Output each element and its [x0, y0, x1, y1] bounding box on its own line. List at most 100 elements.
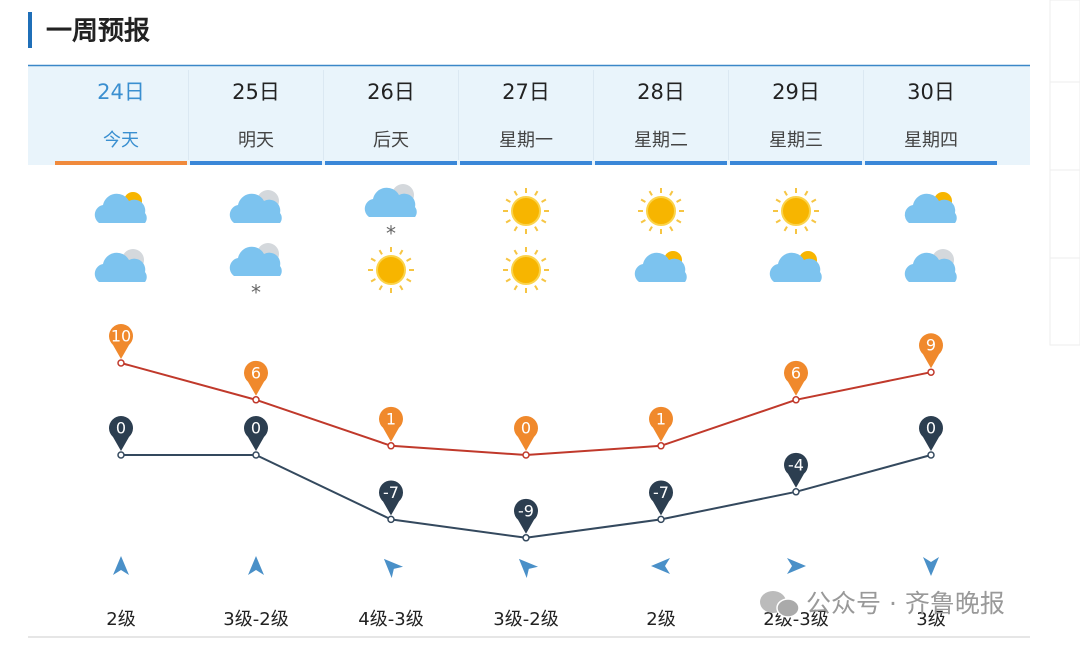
- temp-label: 1: [656, 409, 666, 428]
- weather-icon: [904, 249, 957, 282]
- sun-ray: [804, 226, 809, 232]
- sun-ray: [513, 249, 518, 255]
- tab-underline: [460, 161, 592, 165]
- weather-icon: [503, 188, 549, 234]
- sun-ray: [775, 198, 781, 203]
- temp-label: 10: [111, 327, 131, 346]
- temp-label: 0: [521, 419, 531, 438]
- temp-label: 0: [926, 419, 936, 438]
- sun-ray: [370, 278, 376, 283]
- sun: [376, 255, 406, 285]
- date: 25日: [232, 80, 280, 104]
- temp-pin: [109, 324, 134, 359]
- sun-ray: [648, 226, 653, 232]
- sun: [781, 196, 811, 226]
- temp-pin: [918, 416, 943, 451]
- sun-ray: [541, 219, 547, 224]
- weather-icon: [638, 188, 684, 234]
- sun-ray: [513, 190, 518, 196]
- temp-pin: [514, 498, 539, 534]
- temp-point: [927, 451, 935, 459]
- sun-ray: [505, 219, 511, 224]
- sun-ray: [378, 249, 383, 255]
- sun: [511, 255, 541, 285]
- snow: *: [251, 281, 261, 305]
- weather-icon: [94, 249, 147, 282]
- temp-label: 0: [116, 419, 126, 438]
- temp-point: [657, 515, 665, 524]
- temp-label: 6: [251, 363, 261, 382]
- cloud: [94, 193, 147, 223]
- sun-ray: [378, 285, 383, 291]
- temp-point: [792, 396, 800, 404]
- temp-pin: [379, 406, 404, 442]
- sun-ray: [648, 190, 653, 196]
- sun-ray: [406, 257, 412, 262]
- sun-ray: [534, 249, 539, 255]
- wind-level: 2级: [106, 609, 135, 630]
- temp-point: [522, 451, 530, 459]
- date: 28日: [637, 80, 685, 104]
- temp-label: 1: [386, 409, 396, 428]
- date: 24日: [97, 80, 145, 104]
- day-label: 今天: [103, 130, 139, 151]
- temp-point: [792, 488, 800, 496]
- sun-ray: [370, 257, 376, 262]
- tab-underline: [190, 161, 322, 165]
- temp-pin: [244, 416, 268, 451]
- sun-ray: [669, 226, 674, 232]
- weather-icon: [229, 190, 282, 223]
- temp-pin: [514, 416, 539, 451]
- temp-label: -7: [653, 483, 669, 502]
- temp-point: [927, 368, 935, 376]
- sun-ray: [505, 278, 511, 283]
- temp-point: [252, 451, 260, 459]
- cloud: [904, 193, 957, 223]
- temp-label: 0: [251, 419, 261, 438]
- temp-point: [522, 534, 530, 542]
- temp-point: [117, 451, 125, 459]
- sun-ray: [783, 190, 788, 196]
- weather-icon: [634, 251, 687, 282]
- sun-ray: [676, 219, 682, 224]
- temp-pin: [379, 480, 404, 516]
- sun-ray: [775, 219, 781, 224]
- weather-icon: [503, 247, 549, 293]
- day-label: 明天: [238, 130, 274, 151]
- cloud: [229, 246, 282, 276]
- cloud: [229, 193, 282, 223]
- tab-underline: [55, 161, 187, 165]
- wind-level: 3级-2级: [223, 609, 288, 630]
- temp-pin: [649, 480, 674, 516]
- snow: *: [386, 222, 396, 246]
- sun-ray: [406, 278, 412, 283]
- title-bar: [28, 12, 32, 48]
- tab-underline: [595, 161, 727, 165]
- sun-ray: [541, 278, 547, 283]
- weather-icon: [368, 247, 414, 293]
- wind-arrow: [113, 556, 129, 575]
- wind-arrow: [518, 558, 539, 579]
- page-title: 一周预报: [46, 16, 150, 47]
- wind-level: 2级: [646, 609, 675, 630]
- weather-icon: *: [364, 184, 417, 246]
- weather-icon: *: [229, 243, 282, 305]
- temp-pin: [783, 452, 809, 488]
- cloud: [769, 252, 822, 282]
- sun-ray: [505, 257, 511, 262]
- sun-ray: [811, 219, 817, 224]
- wind-level: 4级-3级: [358, 609, 423, 630]
- cloud: [94, 252, 147, 282]
- sun-ray: [513, 285, 518, 291]
- weather-icon: [94, 192, 147, 223]
- date: 30日: [907, 80, 955, 104]
- cloud: [904, 252, 957, 282]
- cloud: [364, 187, 417, 217]
- day-label: 星期四: [904, 130, 958, 151]
- sun-ray: [804, 190, 809, 196]
- sun-ray: [640, 198, 646, 203]
- sun-ray: [513, 226, 518, 232]
- date: 27日: [502, 80, 550, 104]
- day-label: 星期三: [769, 130, 823, 151]
- temp-label: -4: [788, 455, 804, 474]
